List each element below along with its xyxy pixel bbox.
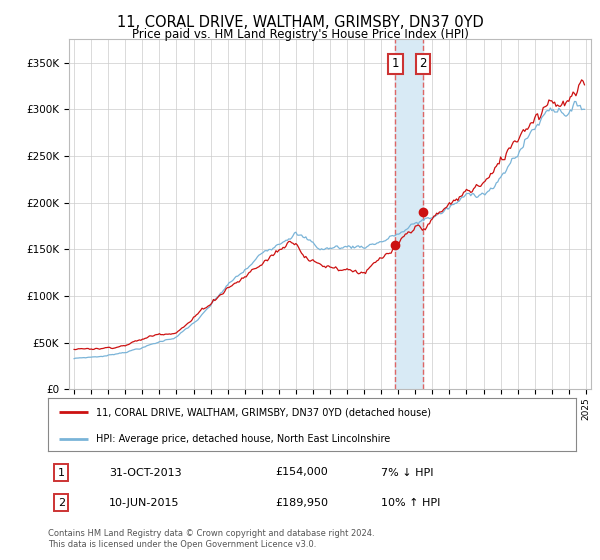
Text: Contains HM Land Registry data © Crown copyright and database right 2024.
This d: Contains HM Land Registry data © Crown c…	[48, 529, 374, 549]
Text: 2: 2	[419, 57, 427, 70]
Text: 1: 1	[392, 57, 399, 70]
Text: 10% ↑ HPI: 10% ↑ HPI	[380, 498, 440, 508]
Text: Price paid vs. HM Land Registry's House Price Index (HPI): Price paid vs. HM Land Registry's House …	[131, 28, 469, 41]
Text: 7% ↓ HPI: 7% ↓ HPI	[380, 468, 433, 478]
Text: 2: 2	[58, 498, 65, 508]
Bar	[395, 39, 423, 389]
Text: 11, CORAL DRIVE, WALTHAM, GRIMSBY, DN37 0YD: 11, CORAL DRIVE, WALTHAM, GRIMSBY, DN37 …	[116, 15, 484, 30]
Text: 11, CORAL DRIVE, WALTHAM, GRIMSBY, DN37 0YD (detached house): 11, CORAL DRIVE, WALTHAM, GRIMSBY, DN37 …	[95, 408, 431, 418]
Text: £189,950: £189,950	[275, 498, 328, 508]
Text: HPI: Average price, detached house, North East Lincolnshire: HPI: Average price, detached house, Nort…	[95, 434, 390, 444]
Text: £154,000: £154,000	[275, 468, 328, 478]
Text: 10-JUN-2015: 10-JUN-2015	[109, 498, 179, 508]
Text: 31-OCT-2013: 31-OCT-2013	[109, 468, 181, 478]
Text: 1: 1	[58, 468, 65, 478]
